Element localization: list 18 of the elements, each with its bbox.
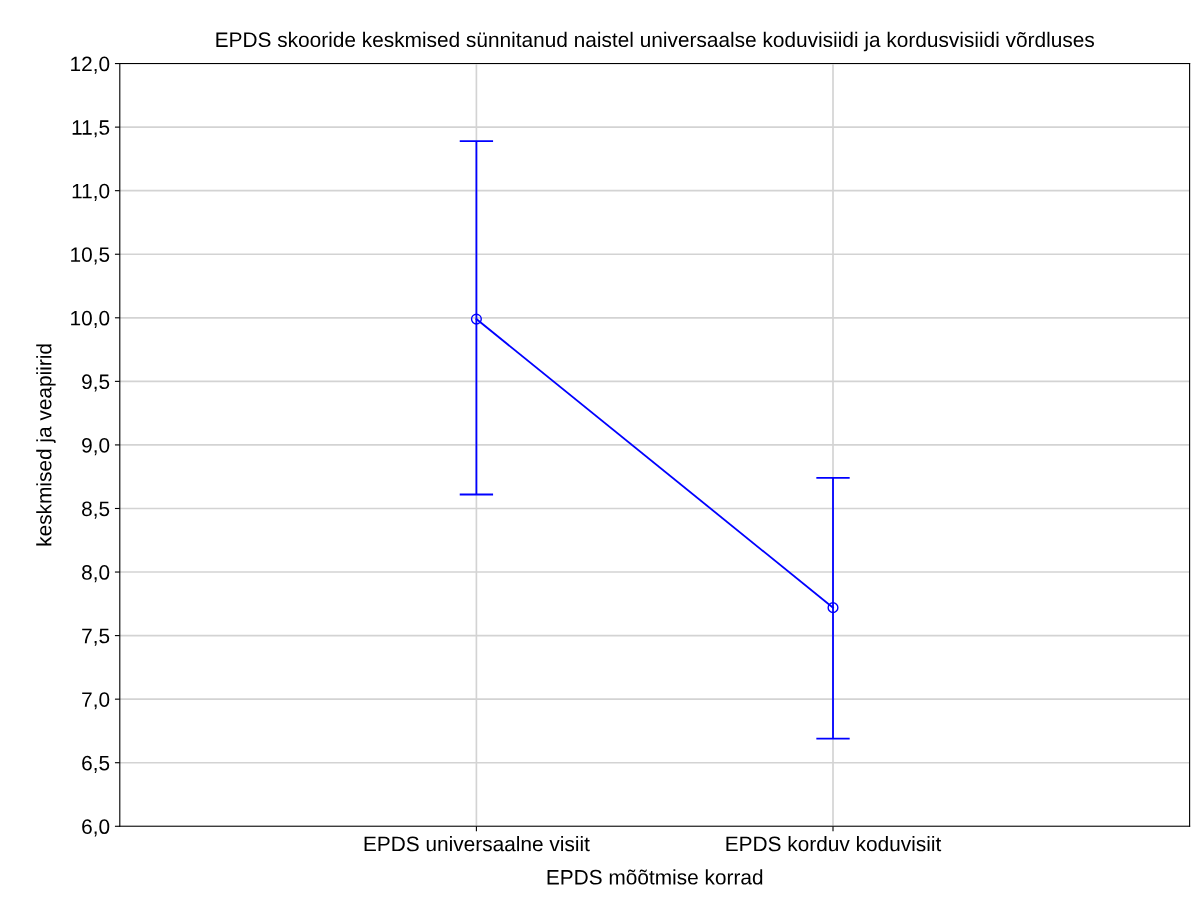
y-axis-title: keskmised ja veapiirid (36, 344, 56, 546)
y-tick-label: 8,0 (82, 565, 110, 583)
y-tick-label: 9,0 (82, 437, 110, 456)
x-tick-label: EPDS korduv koduvisiit (726, 836, 942, 852)
y-tick-label: 7,0 (82, 692, 110, 710)
y-tick-label: 10,5 (71, 247, 110, 265)
y-tick-label: 12,0 (71, 56, 110, 74)
y-tick-label: 11,5 (72, 120, 110, 138)
y-tick-label: 6,5 (82, 755, 110, 773)
y-tick-label: 10,0 (71, 310, 110, 329)
x-tick-label: EPDS universaalne visiit (364, 836, 590, 852)
y-tick-label: 6,0 (82, 819, 110, 837)
y-tick-label: 9,5 (82, 374, 110, 392)
chart-title: EPDS skooride keskmised sünnitanud naistel universaalse koduvisiidi ja kordusvisiidi võrdluses (216, 31, 1094, 52)
y-tick-label: 11,0 (72, 183, 110, 201)
y-tick-label: 7,5 (82, 628, 110, 646)
x-axis-title: EPDS mõõtmise korrad (547, 869, 763, 885)
y-tick-label: 8,5 (82, 501, 110, 519)
